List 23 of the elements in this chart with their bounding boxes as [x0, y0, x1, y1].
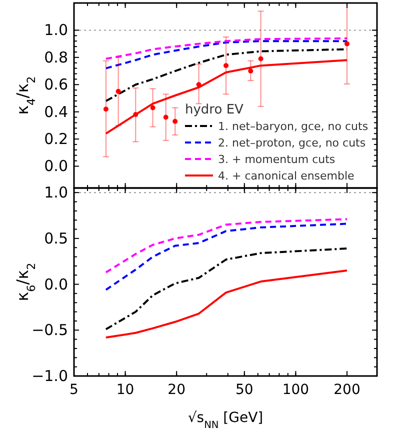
x-tick-label: 5	[70, 382, 78, 398]
y-tick-label: 1.0	[44, 21, 68, 40]
y-tick-label: −0.5	[32, 321, 68, 340]
x-tick-label: 200	[334, 382, 360, 398]
x-axis-title: √s$_{NN}$ [GeV]	[188, 410, 264, 430]
legend-label: 1. net–baryon, gce, no cuts	[218, 120, 368, 133]
x-tick-label: 10	[116, 382, 134, 398]
legend-label: 4. + canonical ensemble	[218, 170, 355, 182]
y-tick-label: 0.4	[44, 102, 68, 121]
legend-label: 3. + momentum cuts	[218, 153, 336, 166]
y-tick-label: 1.0	[44, 184, 68, 202]
x-tick-label: 20	[168, 382, 186, 398]
y-tick-label: 0.8	[44, 48, 68, 66]
y-tick-label: 0.2	[44, 130, 68, 148]
y-tick-label: 0.0	[44, 275, 68, 294]
legend-title: hydro EV	[185, 102, 244, 118]
x-tick-label: 100	[282, 382, 310, 398]
y-tick-label: 0.0	[44, 157, 68, 176]
legend-label: 2. net–proton, gce, no cuts	[218, 136, 366, 150]
y-tick-label: 0.5	[44, 229, 68, 248]
x-tick-label: 50	[235, 382, 254, 398]
y-tick-label: −1.0	[32, 367, 68, 385]
y-tick-label: 0.6	[44, 76, 68, 94]
